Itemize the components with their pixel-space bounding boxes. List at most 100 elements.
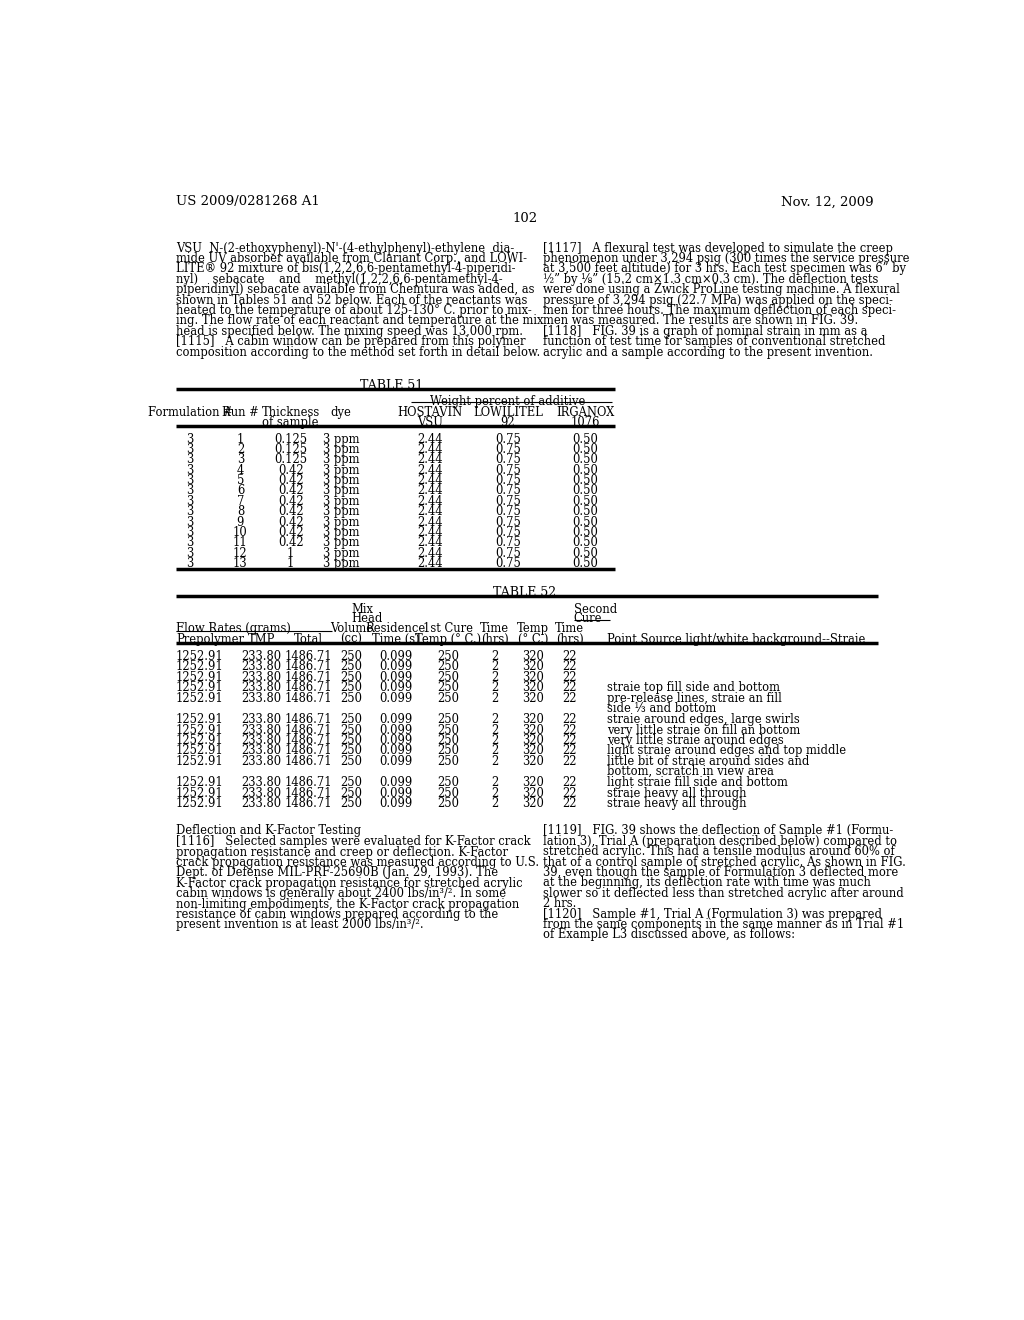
Text: 22: 22 — [562, 660, 577, 673]
Text: light straie around edges and top middle: light straie around edges and top middle — [607, 744, 846, 758]
Text: 0.75: 0.75 — [495, 495, 520, 508]
Text: Volume: Volume — [330, 622, 373, 635]
Text: straie around edges, large swirls: straie around edges, large swirls — [607, 713, 800, 726]
Text: 1252.91: 1252.91 — [176, 734, 224, 747]
Text: 0.50: 0.50 — [572, 506, 598, 519]
Text: 0.75: 0.75 — [495, 463, 520, 477]
Text: 0.099: 0.099 — [379, 660, 412, 673]
Text: 1252.91: 1252.91 — [176, 755, 224, 768]
Text: 233.80: 233.80 — [242, 649, 282, 663]
Text: 0.50: 0.50 — [572, 453, 598, 466]
Text: Mix: Mix — [351, 603, 373, 616]
Text: 0.50: 0.50 — [572, 557, 598, 570]
Text: Total: Total — [294, 634, 324, 645]
Text: 2.44: 2.44 — [418, 516, 443, 529]
Text: 2: 2 — [490, 755, 499, 768]
Text: 2: 2 — [490, 671, 499, 684]
Text: 9: 9 — [237, 516, 244, 529]
Text: 1: 1 — [237, 433, 244, 446]
Text: 3 ppm: 3 ppm — [323, 433, 359, 446]
Text: 10: 10 — [233, 527, 248, 539]
Text: 0.75: 0.75 — [495, 453, 520, 466]
Text: [1116]   Selected samples were evaluated for K-Factor crack: [1116] Selected samples were evaluated f… — [176, 836, 530, 849]
Text: Time: Time — [555, 622, 585, 635]
Text: 0.75: 0.75 — [495, 527, 520, 539]
Text: TMP: TMP — [248, 634, 275, 645]
Text: 233.80: 233.80 — [242, 713, 282, 726]
Text: 2.44: 2.44 — [418, 557, 443, 570]
Text: 2: 2 — [490, 649, 499, 663]
Text: 1486.71: 1486.71 — [285, 649, 333, 663]
Text: [1115]   A cabin window can be prepared from this polymer: [1115] A cabin window can be prepared fr… — [176, 335, 525, 348]
Text: 1486.71: 1486.71 — [285, 713, 333, 726]
Text: 0.75: 0.75 — [495, 444, 520, 455]
Text: 3 ppm: 3 ppm — [323, 444, 359, 455]
Text: 1st Cure: 1st Cure — [423, 622, 473, 635]
Text: 233.80: 233.80 — [242, 787, 282, 800]
Text: 3 ppm: 3 ppm — [323, 484, 359, 498]
Text: VSU  N-(2-ethoxyphenyl)-N'-(4-ethylphenyl)-ethylene  dia-: VSU N-(2-ethoxyphenyl)-N'-(4-ethylphenyl… — [176, 242, 514, 255]
Text: pre-release lines, straie an fill: pre-release lines, straie an fill — [607, 692, 782, 705]
Text: 0.50: 0.50 — [572, 495, 598, 508]
Text: Prepolymer: Prepolymer — [176, 634, 244, 645]
Text: 0.50: 0.50 — [572, 536, 598, 549]
Text: 250: 250 — [437, 797, 459, 810]
Text: 2.44: 2.44 — [418, 506, 443, 519]
Text: 250: 250 — [437, 692, 459, 705]
Text: 0.50: 0.50 — [572, 433, 598, 446]
Text: 0.50: 0.50 — [572, 527, 598, 539]
Text: 3: 3 — [186, 453, 194, 466]
Text: 22: 22 — [562, 723, 577, 737]
Text: ½” by ⅛” (15.2 cm×1.3 cm×0.3 cm). The deflection tests: ½” by ⅛” (15.2 cm×1.3 cm×0.3 cm). The de… — [543, 273, 878, 285]
Text: 1: 1 — [287, 546, 295, 560]
Text: 0.75: 0.75 — [495, 546, 520, 560]
Text: 0.42: 0.42 — [278, 463, 303, 477]
Text: dye: dye — [331, 407, 351, 420]
Text: 233.80: 233.80 — [242, 744, 282, 758]
Text: Deflection and K-Factor Testing: Deflection and K-Factor Testing — [176, 825, 361, 837]
Text: 250: 250 — [340, 649, 362, 663]
Text: 1486.71: 1486.71 — [285, 660, 333, 673]
Text: 3 ppm: 3 ppm — [323, 506, 359, 519]
Text: 3: 3 — [186, 495, 194, 508]
Text: 2: 2 — [490, 723, 499, 737]
Text: 22: 22 — [562, 776, 577, 789]
Text: 0.75: 0.75 — [495, 536, 520, 549]
Text: 3 ppm: 3 ppm — [323, 546, 359, 560]
Text: 0.75: 0.75 — [495, 484, 520, 498]
Text: 1076: 1076 — [570, 416, 600, 429]
Text: 320: 320 — [522, 744, 545, 758]
Text: Second: Second — [573, 603, 616, 616]
Text: 250: 250 — [437, 744, 459, 758]
Text: 250: 250 — [437, 681, 459, 694]
Text: straie heavy all through: straie heavy all through — [607, 787, 746, 800]
Text: stretched acrylic. This had a tensile modulus around 60% of: stretched acrylic. This had a tensile mo… — [543, 845, 894, 858]
Text: 6: 6 — [237, 484, 244, 498]
Text: 3 ppm: 3 ppm — [323, 463, 359, 477]
Text: 3: 3 — [186, 516, 194, 529]
Text: 22: 22 — [562, 797, 577, 810]
Text: Time (s): Time (s) — [372, 634, 419, 645]
Text: of sample: of sample — [262, 416, 319, 429]
Text: 0.75: 0.75 — [495, 516, 520, 529]
Text: straie heavy all through: straie heavy all through — [607, 797, 746, 810]
Text: 0.75: 0.75 — [495, 474, 520, 487]
Text: 320: 320 — [522, 660, 545, 673]
Text: head is specified below. The mixing speed was 13,000 rpm.: head is specified below. The mixing spee… — [176, 325, 523, 338]
Text: 1252.91: 1252.91 — [176, 692, 224, 705]
Text: 1252.91: 1252.91 — [176, 723, 224, 737]
Text: 320: 320 — [522, 681, 545, 694]
Text: 2: 2 — [490, 681, 499, 694]
Text: 233.80: 233.80 — [242, 755, 282, 768]
Text: 7: 7 — [237, 495, 244, 508]
Text: 250: 250 — [437, 713, 459, 726]
Text: 0.099: 0.099 — [379, 713, 412, 726]
Text: 1252.91: 1252.91 — [176, 671, 224, 684]
Text: TABLE 52: TABLE 52 — [494, 586, 556, 599]
Text: 233.80: 233.80 — [242, 776, 282, 789]
Text: 22: 22 — [562, 734, 577, 747]
Text: men was measured. The results are shown in FIG. 39.: men was measured. The results are shown … — [543, 314, 858, 327]
Text: 2: 2 — [490, 734, 499, 747]
Text: crack propagation resistance was measured according to U.S.: crack propagation resistance was measure… — [176, 857, 540, 869]
Text: 2.44: 2.44 — [418, 433, 443, 446]
